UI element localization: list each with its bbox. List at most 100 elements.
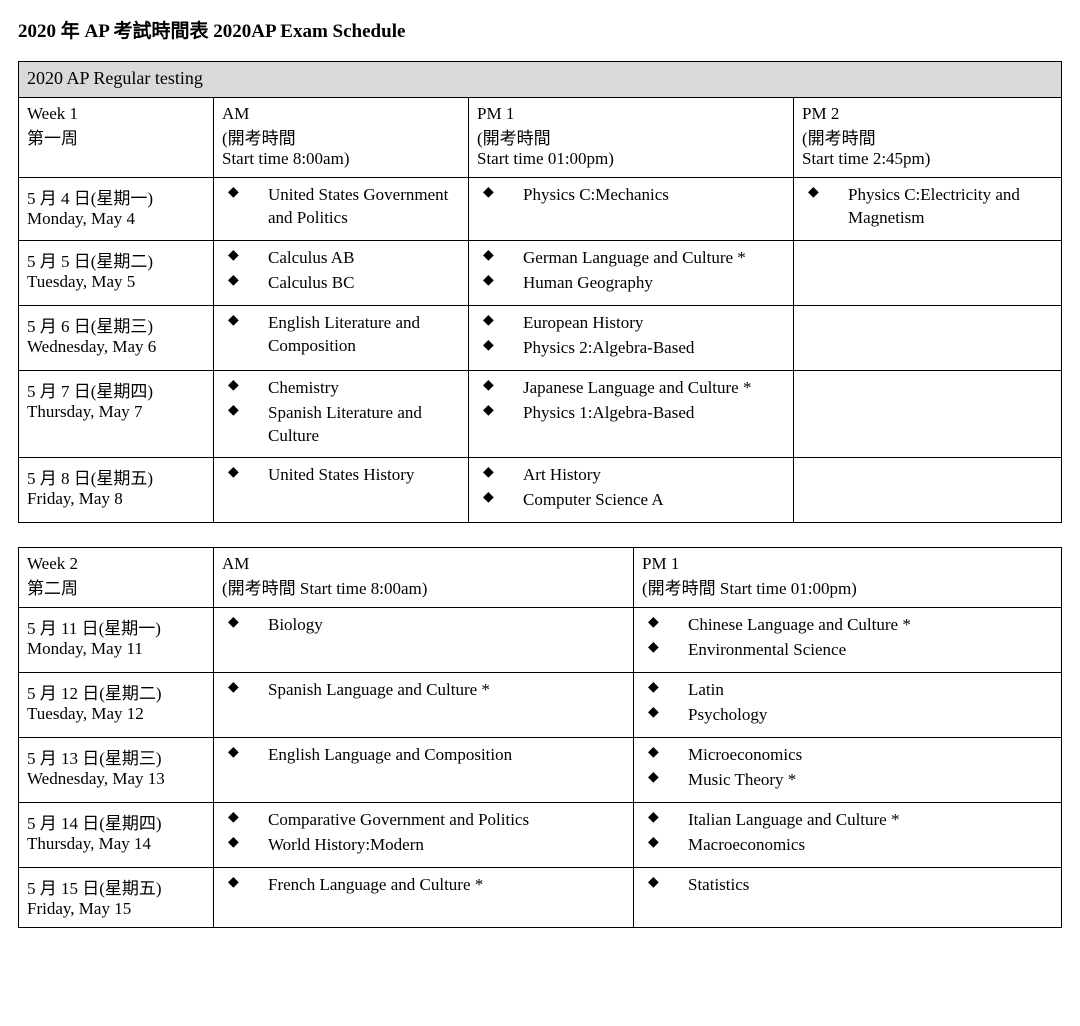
- date-en: Monday, May 11: [27, 639, 205, 659]
- date-zh: 5 月 11 日(星期一): [27, 614, 205, 639]
- exam-list: United States Government and Politics: [222, 184, 460, 230]
- date-zh: 5 月 8 日(星期五): [27, 464, 205, 489]
- date-cell: 5 月 12 日(星期二)Tuesday, May 12: [19, 673, 214, 738]
- table-row: 5 月 12 日(星期二)Tuesday, May 12 Spanish Lang…: [19, 673, 1062, 738]
- am-cell: United States History: [214, 458, 469, 523]
- exam-item: Calculus AB: [222, 247, 460, 270]
- am-cell: French Language and Culture *: [214, 867, 634, 927]
- label: Start time 2:45pm): [802, 149, 1053, 169]
- exam-item: World History:Modern: [222, 834, 625, 857]
- pm2-cell: [794, 305, 1062, 370]
- date-cell: 5 月 4 日(星期一)Monday, May 4: [19, 178, 214, 241]
- date-zh: 5 月 4 日(星期一): [27, 184, 205, 209]
- date-cell: 5 月 8 日(星期五)Friday, May 8: [19, 458, 214, 523]
- week1-header-row: Week 1 第一周 AM (開考時間 Start time 8:00am) P…: [19, 98, 1062, 178]
- pm1-cell: Chinese Language and Culture *Environmen…: [634, 608, 1062, 673]
- pm1-cell: LatinPsychology: [634, 673, 1062, 738]
- label: 第一周: [27, 124, 205, 149]
- pm1-cell: European HistoryPhysics 2:Algebra-Based: [469, 305, 794, 370]
- exam-list: European HistoryPhysics 2:Algebra-Based: [477, 312, 785, 360]
- exam-list: LatinPsychology: [642, 679, 1053, 727]
- exam-list: United States History: [222, 464, 460, 487]
- label: Start time 01:00pm): [477, 149, 785, 169]
- label: AM: [222, 554, 625, 574]
- exam-item: Microeconomics: [642, 744, 1053, 767]
- date-en: Thursday, May 7: [27, 402, 205, 422]
- exam-item: Italian Language and Culture *: [642, 809, 1053, 832]
- pm2-cell: [794, 240, 1062, 305]
- exam-item: Physics C:Electricity and Magnetism: [802, 184, 1053, 230]
- label: (開考時間 Start time 8:00am): [222, 574, 625, 599]
- label: AM: [222, 104, 460, 124]
- am-cell: Spanish Language and Culture *: [214, 673, 634, 738]
- date-cell: 5 月 7 日(星期四)Thursday, May 7: [19, 370, 214, 458]
- date-en: Thursday, May 14: [27, 834, 205, 854]
- exam-item: United States History: [222, 464, 460, 487]
- exam-list: ChemistrySpanish Literature and Culture: [222, 377, 460, 448]
- exam-item: United States Government and Politics: [222, 184, 460, 230]
- date-en: Wednesday, May 6: [27, 337, 205, 357]
- exam-item: Macroeconomics: [642, 834, 1053, 857]
- table-row: 5 月 11 日(星期一)Monday, May 11BiologyChines…: [19, 608, 1062, 673]
- exam-item: Spanish Language and Culture *: [222, 679, 625, 702]
- pm2-cell: [794, 370, 1062, 458]
- label: 第二周: [27, 574, 205, 599]
- week2-col-pm1: PM 1 (開考時間 Start time 01:00pm): [634, 548, 1062, 608]
- week2-table: Week 2 第二周 AM (開考時間 Start time 8:00am) P…: [18, 547, 1062, 928]
- table-row: 5 月 7 日(星期四)Thursday, May 7ChemistrySpan…: [19, 370, 1062, 458]
- week1-table: 2020 AP Regular testing Week 1 第一周 AM (開…: [18, 61, 1062, 523]
- exam-item: Physics C:Mechanics: [477, 184, 785, 207]
- pm1-cell: MicroeconomicsMusic Theory *: [634, 738, 1062, 803]
- exam-item: English Literature and Composition: [222, 312, 460, 358]
- exam-item: Statistics: [642, 874, 1053, 897]
- exam-item: Psychology: [642, 704, 1053, 727]
- exam-list: French Language and Culture *: [222, 874, 625, 897]
- exam-item: Art History: [477, 464, 785, 487]
- exam-item: Chinese Language and Culture *: [642, 614, 1053, 637]
- week2-col-am: AM (開考時間 Start time 8:00am): [214, 548, 634, 608]
- table-row: 5 月 8 日(星期五)Friday, May 8 United States H…: [19, 458, 1062, 523]
- exam-list: Italian Language and Culture *Macroecono…: [642, 809, 1053, 857]
- date-en: Wednesday, May 13: [27, 769, 205, 789]
- date-cell: 5 月 14 日(星期四)Thursday, May 14: [19, 802, 214, 867]
- exam-item: English Language and Composition: [222, 744, 625, 767]
- date-zh: 5 月 5 日(星期二): [27, 247, 205, 272]
- exam-item: Latin: [642, 679, 1053, 702]
- date-zh: 5 月 13 日(星期三): [27, 744, 205, 769]
- section-header: 2020 AP Regular testing: [19, 62, 1062, 98]
- date-zh: 5 月 7 日(星期四): [27, 377, 205, 402]
- date-zh: 5 月 14 日(星期四): [27, 809, 205, 834]
- exam-list: Art HistoryComputer Science A: [477, 464, 785, 512]
- label: (開考時間: [802, 124, 1053, 149]
- exam-item: Human Geography: [477, 272, 785, 295]
- am-cell: Comparative Government and PoliticsWorld…: [214, 802, 634, 867]
- label: (開考時間 Start time 01:00pm): [642, 574, 1053, 599]
- am-cell: Biology: [214, 608, 634, 673]
- date-en: Tuesday, May 5: [27, 272, 205, 292]
- date-cell: 5 月 5 日(星期二)Tuesday, May 5: [19, 240, 214, 305]
- label: (開考時間: [222, 124, 460, 149]
- pm1-cell: Italian Language and Culture *Macroecono…: [634, 802, 1062, 867]
- exam-item: Computer Science A: [477, 489, 785, 512]
- exam-item: Comparative Government and Politics: [222, 809, 625, 832]
- week1-col-am: AM (開考時間 Start time 8:00am): [214, 98, 469, 178]
- label: Week 2: [27, 554, 205, 574]
- date-zh: 5 月 12 日(星期二): [27, 679, 205, 704]
- label: Week 1: [27, 104, 205, 124]
- week1-col-pm1: PM 1 (開考時間 Start time 01:00pm): [469, 98, 794, 178]
- exam-list: English Language and Composition: [222, 744, 625, 767]
- date-cell: 5 月 13 日(星期三)Wednesday, May 13: [19, 738, 214, 803]
- exam-list: Physics C:Mechanics: [477, 184, 785, 207]
- pm1-cell: Japanese Language and Culture *Physics 1…: [469, 370, 794, 458]
- exam-list: Chinese Language and Culture *Environmen…: [642, 614, 1053, 662]
- pm2-cell: Physics C:Electricity and Magnetism: [794, 178, 1062, 241]
- date-en: Friday, May 15: [27, 899, 205, 919]
- exam-list: Statistics: [642, 874, 1053, 897]
- table-row: 5 月 14 日(星期四)Thursday, May 14Comparative…: [19, 802, 1062, 867]
- am-cell: United States Government and Politics: [214, 178, 469, 241]
- date-zh: 5 月 15 日(星期五): [27, 874, 205, 899]
- date-en: Friday, May 8: [27, 489, 205, 509]
- table-row: 5 月 15 日(星期五)Friday, May 15 French Langua…: [19, 867, 1062, 927]
- exam-list: English Literature and Composition: [222, 312, 460, 358]
- date-en: Tuesday, May 12: [27, 704, 205, 724]
